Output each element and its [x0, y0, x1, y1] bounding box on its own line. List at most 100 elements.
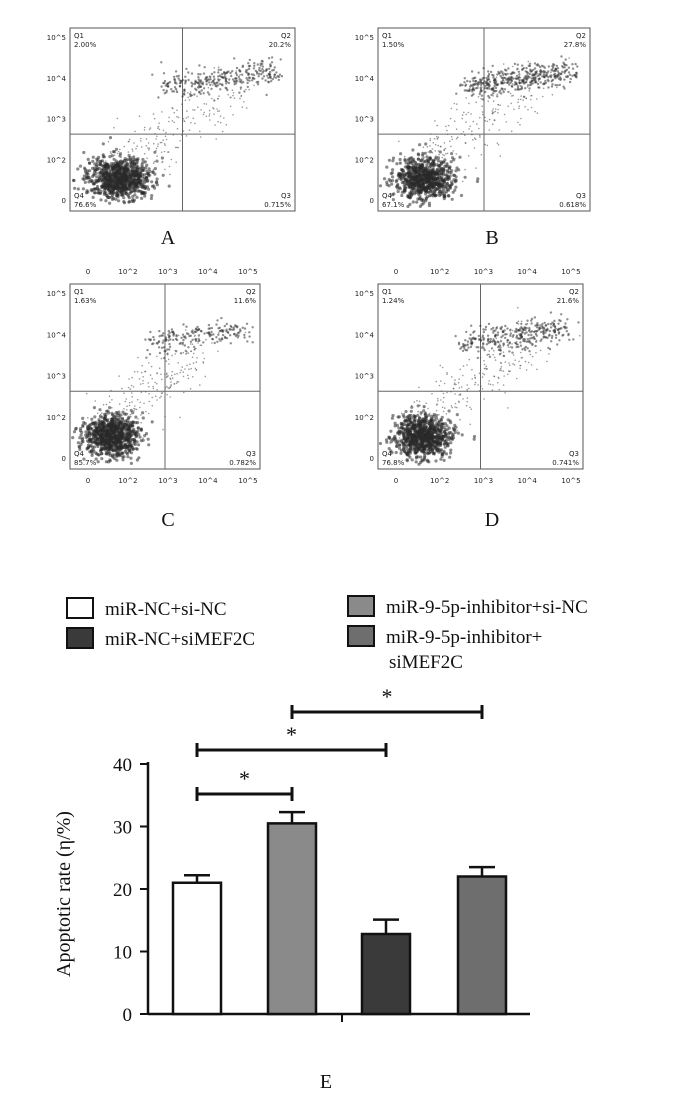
event-dot [199, 384, 201, 386]
event-dot [499, 74, 502, 78]
event-dot [522, 99, 524, 101]
event-dot [156, 155, 158, 157]
flow-panel-b: 10^510^410^310^20Q11.50%Q227.8%Q30.618%Q… [355, 27, 591, 249]
event-dot [121, 455, 125, 459]
event-dot [467, 155, 470, 157]
event-dot [216, 319, 219, 322]
event-dot [97, 167, 102, 171]
event-dot [382, 177, 387, 181]
event-dot [183, 335, 187, 338]
y-tick-label: 10^4 [355, 331, 375, 339]
event-dot [562, 85, 565, 88]
event-dot [510, 130, 513, 133]
event-dot [515, 74, 519, 78]
event-dot [128, 378, 130, 380]
event-dot [183, 88, 186, 92]
event-dot [498, 71, 501, 75]
event-dot [517, 98, 520, 101]
quadrant-name-q4: Q4 [382, 192, 393, 200]
event-dot [235, 79, 238, 83]
event-dot [110, 389, 112, 392]
event-dot [73, 186, 77, 190]
quadrant-q1-percent: 1.50% [382, 41, 405, 49]
event-dot [252, 77, 255, 80]
event-dot [162, 88, 165, 92]
event-dot [143, 129, 146, 131]
event-dot [517, 121, 519, 124]
event-dot [120, 436, 125, 440]
event-dot [139, 383, 142, 385]
event-dot [454, 178, 458, 182]
event-dot [494, 86, 498, 90]
event-dot [495, 81, 498, 83]
event-dot [235, 326, 239, 329]
event-dot [443, 148, 446, 151]
event-dot [111, 440, 116, 444]
event-dot [153, 167, 157, 171]
event-dot [536, 74, 539, 78]
event-dot [265, 93, 268, 97]
event-dot [147, 443, 151, 447]
event-dot [411, 148, 415, 152]
event-dot [416, 157, 420, 161]
event-dot [143, 160, 146, 163]
event-dot [160, 156, 164, 160]
event-dot [492, 76, 495, 79]
event-dot [187, 78, 190, 82]
event-dot [81, 416, 85, 420]
event-dot [500, 70, 503, 73]
event-dot [99, 413, 102, 416]
event-dot [101, 436, 105, 440]
event-dot [190, 122, 192, 124]
event-dot [561, 70, 564, 74]
event-dot [492, 108, 494, 110]
event-dot [140, 137, 142, 140]
event-dot [245, 88, 247, 91]
event-dot [152, 335, 155, 339]
event-dot [448, 430, 452, 435]
event-dot [391, 159, 395, 163]
y-tick-label: 0 [62, 455, 66, 463]
event-dot [502, 89, 504, 92]
event-dot [465, 121, 467, 123]
event-dot [422, 167, 425, 170]
event-dot [115, 169, 117, 172]
event-dot [113, 170, 116, 173]
event-dot [147, 147, 149, 149]
event-dot [133, 439, 137, 443]
event-dot [215, 138, 217, 140]
event-dot [131, 376, 133, 379]
event-dot [174, 87, 178, 91]
event-dot [156, 342, 159, 345]
event-dot [152, 186, 157, 190]
event-dot [436, 156, 441, 160]
event-dot [229, 342, 232, 345]
event-dot [523, 95, 525, 98]
event-dot [492, 123, 494, 125]
event-dot [227, 93, 229, 96]
event-dot [187, 374, 189, 377]
event-dot [574, 62, 577, 66]
event-dot [514, 88, 517, 91]
quadrant-name-q4: Q4 [74, 450, 85, 458]
event-dot [486, 144, 489, 147]
event-dot [424, 199, 428, 203]
event-dot [552, 66, 555, 69]
event-dot [135, 195, 139, 199]
quadrant-name-q3: Q3 [281, 192, 291, 200]
event-dot [189, 343, 192, 345]
event-dot [261, 77, 264, 80]
event-dot [192, 376, 194, 378]
event-dot [209, 334, 212, 337]
event-dot [229, 324, 232, 328]
event-dot [113, 154, 116, 156]
event-dot [179, 416, 181, 419]
event-dot [184, 329, 187, 331]
event-dot [192, 345, 196, 349]
event-dot [460, 433, 464, 437]
event-dot [524, 106, 526, 108]
event-dot [164, 415, 166, 418]
event-dot [450, 145, 452, 148]
event-dot [455, 137, 458, 140]
event-dot [202, 87, 206, 90]
